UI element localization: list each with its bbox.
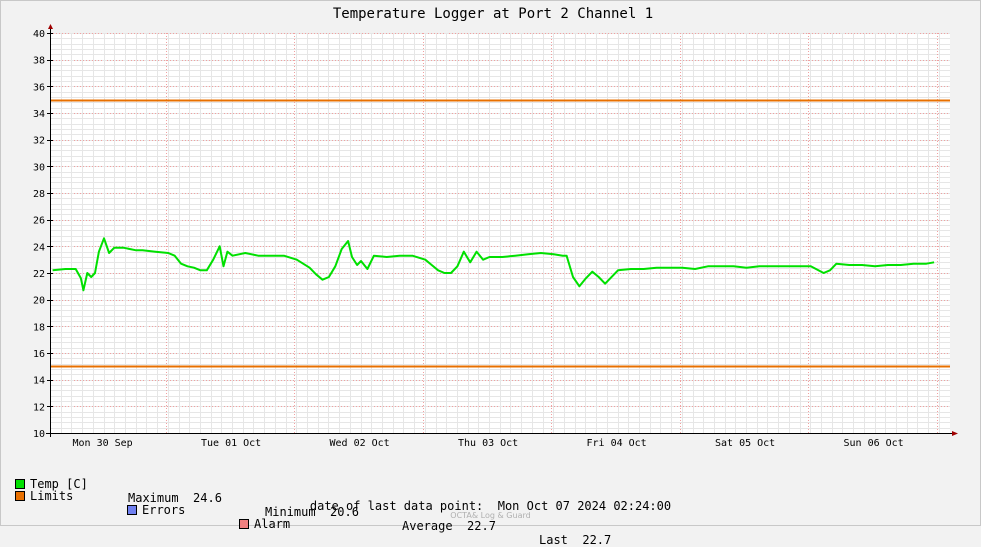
y-tick-label: 30 [33,162,45,173]
x-tick-label: Fri 04 Oct [586,438,646,449]
alarm-swatch [239,519,249,529]
temperature-chart: Temperature Logger at Port 2 Channel 1 1… [33,6,958,449]
x-tick-label: Sun 06 Oct [843,438,903,449]
y-tick-label: 18 [33,322,45,333]
chart-grid [50,33,950,434]
y-tick-label: 16 [33,349,45,360]
y-tick-label: 12 [33,402,45,413]
y-tick-label: 14 [33,376,45,387]
legend-min: Minimum 20.6 [265,505,359,519]
x-tick-label: Thu 03 Oct [458,438,518,449]
y-tick-labels: 10 12 14 16 18 20 22 24 26 28 30 32 34 36 38 40 [33,29,45,440]
legend-errors: Errors [127,503,185,517]
y-tick-label: 40 [33,29,45,40]
legend-errors-label: Errors [142,503,186,517]
limit-lines [50,99,950,368]
x-axis-arrow [952,431,958,436]
last-data-point: date of last data point: Mon Oct 07 2024… [0,499,981,513]
y-tick-label: 10 [33,429,45,440]
y-tick-label: 24 [33,242,45,253]
legend-min-value: 20.6 [330,505,359,519]
legend-temp: Temp [C] [15,477,88,491]
y-tick-label: 28 [33,189,45,200]
y-tick-label: 38 [33,56,45,67]
chart-axes [46,24,958,437]
legend-last-value: 22.7 [582,533,612,547]
x-tick-label: Sat 05 Oct [715,438,775,449]
legend-avg-label: Average [402,519,453,533]
legend-last-label: Last [539,533,568,547]
y-axis-arrow [48,24,53,29]
x-tick-label: Tue 01 Oct [201,438,261,449]
last-data-point-label: date of last data point: [309,499,484,513]
legend-avg-value: 22.7 [467,519,496,533]
y-tick-label: 26 [33,216,45,227]
y-tick-label: 32 [33,136,45,147]
last-data-point-value: Mon Oct 07 2024 02:24:00 [497,499,672,513]
legend-last: Last 22.7 [539,533,611,547]
series-layer [52,237,935,292]
legend-max-label: Maximum [128,491,179,505]
credit-text: OCTA& Log & Guard [450,511,531,520]
legend-min-label: Minimum [265,505,316,519]
legend-limits: Limits [15,489,73,503]
x-tick-labels: Mon 30 Sep Tue 01 Oct Wed 02 Oct Thu 03 Oct… [72,438,903,449]
y-tick-label: 20 [33,296,45,307]
chart-title: Temperature Logger at Port 2 Channel 1 [333,6,653,22]
legend-avg: Average 22.7 [402,519,496,533]
y-tick-label: 34 [33,109,45,120]
legend-max-value: 24.6 [193,491,222,505]
limits-swatch [15,491,25,501]
x-tick-label: Mon 30 Sep [72,438,132,449]
y-tick-label: 22 [33,269,45,280]
temp-swatch [15,479,25,489]
x-tick-label: Wed 02 Oct [329,438,389,449]
legend-temp-label: Temp [C] [30,477,88,491]
legend-limits-label: Limits [30,489,74,503]
errors-swatch [127,505,137,515]
y-tick-label: 36 [33,82,45,93]
series-line-temp [52,237,935,292]
legend-max: Maximum 24.6 [128,491,222,505]
